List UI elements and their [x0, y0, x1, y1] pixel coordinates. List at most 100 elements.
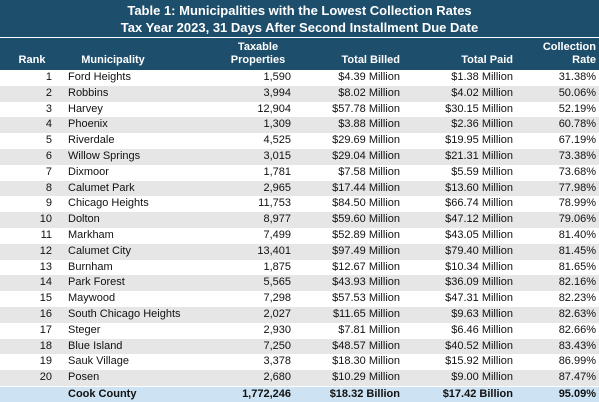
table-cell: $30.15 Million [445, 102, 513, 115]
table-cell: 7 [45, 165, 52, 178]
column-header: Rank [18, 54, 46, 66]
table-row: 15 Maywood 7,298 $57.53 Million $47.31 Milli… [0, 291, 599, 307]
table-cell: Calumet Park [68, 181, 135, 194]
table-row: 7 Dixmoor 1,781 $7.58 Million $5.59 Million 7… [0, 165, 599, 181]
table-cell: 2,930 [263, 323, 291, 336]
table-cell: $6.46 Million [451, 323, 513, 336]
table-cell: 81.65% [558, 260, 596, 273]
table-cell: Chicago Heights [68, 197, 149, 210]
table-cell: $4.39 Million [338, 71, 400, 83]
table-cell: 81.45% [558, 244, 596, 257]
table-cell: $1.38 Million [451, 71, 513, 83]
table-cell: 5,565 [263, 276, 291, 289]
table-cell: $5.59 Million [451, 165, 513, 178]
table-row: 19 Sauk Village 3,378 $18.30 Million $15.92 … [0, 354, 599, 370]
table-cell: $47.31 Million [445, 292, 513, 305]
table-cell: 6 [45, 150, 52, 162]
column-header: Total Billed [341, 54, 400, 66]
table-row: 20 Posen 2,680 $10.29 Million $9.00 Million 8… [0, 370, 599, 386]
table-cell: $21.31 Million [445, 150, 513, 162]
table-cell: $9.00 Million [451, 371, 513, 384]
table-cell: Willow Springs [68, 150, 141, 162]
table-cell: 3,378 [263, 355, 291, 368]
table-cell: Posen [68, 371, 100, 384]
table-cell: 1,590 [263, 71, 291, 83]
table-cell: South Chicago Heights [68, 308, 181, 320]
table-cell: $11.65 Million [332, 308, 400, 320]
table-row: 1 Ford Heights 1,590 $4.39 Million $1.38 Mil… [0, 70, 599, 86]
title-bar: Table 1: Municipalities with the Lowest … [0, 0, 599, 37]
table-row: 17 Steger 2,930 $7.81 Million $6.46 Million 8… [0, 323, 599, 339]
table-cell: $17.44 Million [332, 181, 400, 194]
total-cell: $18.32 Billion [329, 388, 400, 400]
table-cell: 13 [39, 260, 52, 273]
table-cell: Phoenix [68, 118, 108, 131]
table-cell: 7,499 [263, 229, 291, 241]
table-cell: 16 [39, 308, 52, 320]
table-row: 6 Willow Springs 3,015 $29.04 Million $21.31… [0, 149, 599, 165]
table-cell: 31.38% [558, 71, 596, 83]
table-cell: Park Forest [68, 276, 125, 289]
table-cell: 77.98% [558, 181, 596, 194]
table-cell: 1,781 [263, 165, 291, 178]
table-cell: Steger [68, 323, 101, 336]
table-row: 3 Harvey 12,904 $57.78 Million $30.15 Millio… [0, 102, 599, 118]
table-cell: Harvey [68, 102, 103, 115]
table-cell: $52.89 Million [332, 229, 400, 241]
total-cell: 1,772,246 [242, 388, 291, 400]
table-cell: 60.78% [558, 118, 596, 131]
table-cell: 7,298 [263, 292, 291, 305]
total-cell: 95.09% [558, 388, 596, 400]
table-row: 8 Calumet Park 2,965 $17.44 Million $13.60 M… [0, 180, 599, 197]
table-cell: $57.78 Million [332, 102, 400, 115]
table-cell: 50.06% [558, 86, 596, 99]
table-cell: 73.68% [558, 165, 596, 178]
table-cell: $10.34 Million [445, 260, 513, 273]
subtitle: Tax Year 2023, 31 Days After Second Inst… [120, 20, 479, 35]
table-cell: 9 [45, 197, 52, 210]
table-cell: $8.02 Million [338, 86, 400, 99]
table-cell: 83.43% [558, 339, 596, 352]
table-cell: $59.60 Million [332, 213, 400, 226]
table-cell: $47.12 Million [445, 213, 513, 226]
table-row: 11 Markham 7,499 $52.89 Million $43.05 Milli… [0, 228, 599, 244]
total-cell: $17.42 Billion [442, 388, 513, 400]
table-cell: $43.93 Million [332, 276, 400, 289]
header-row: Rank Municipality Taxable Properties Total … [0, 37, 599, 70]
table-cell: 78.99% [558, 197, 596, 210]
table-cell: $97.49 Million [332, 244, 400, 257]
table-cell: Dixmoor [68, 165, 109, 178]
table-cell: 17 [39, 323, 52, 336]
table-cell: $9.63 Million [451, 308, 513, 320]
table-cell: 12 [39, 244, 52, 257]
title: Table 1: Municipalities with the Lowest … [127, 3, 472, 18]
table-row: 13 Burnham 1,875 $12.67 Million $10.34 Milli… [0, 260, 599, 276]
table-cell: 10 [39, 213, 52, 226]
table-row: 5 Riverdale 4,525 $29.69 Million $19.95 Mill… [0, 133, 599, 149]
table-cell: 15 [39, 292, 52, 305]
table-cell: $7.58 Million [338, 165, 400, 178]
table-cell: 3,015 [263, 150, 291, 162]
table-cell: 67.19% [558, 134, 596, 147]
table-cell: 18 [39, 339, 52, 352]
table-cell: 11 [40, 229, 52, 241]
table-cell: 4 [45, 118, 52, 131]
table-cell: 82.63% [558, 308, 596, 320]
column-header: Municipality [81, 54, 145, 66]
table-cell: $43.05 Million [445, 229, 513, 241]
table-cell: 73.38% [558, 150, 596, 162]
table-cell: $7.81 Million [338, 323, 400, 336]
table-cell: Blue Island [68, 339, 123, 352]
table-cell: $3.88 Million [338, 118, 400, 131]
table-cell: 79.06% [558, 213, 596, 226]
table-row: 4 Phoenix 1,309 $3.88 Million $2.36 Million 6… [0, 117, 599, 134]
column-header: Collection Rate [542, 41, 596, 66]
table-cell: 82.66% [558, 323, 596, 336]
table-row: 12 Calumet City 13,401 $97.49 Million $79.40… [0, 243, 599, 260]
table-cell: 3,994 [263, 86, 291, 99]
table-cell: $29.04 Million [332, 150, 400, 162]
table-cell: Sauk Village [68, 355, 129, 368]
table-cell: 5 [45, 134, 52, 147]
table-cell: 1 [45, 71, 52, 83]
